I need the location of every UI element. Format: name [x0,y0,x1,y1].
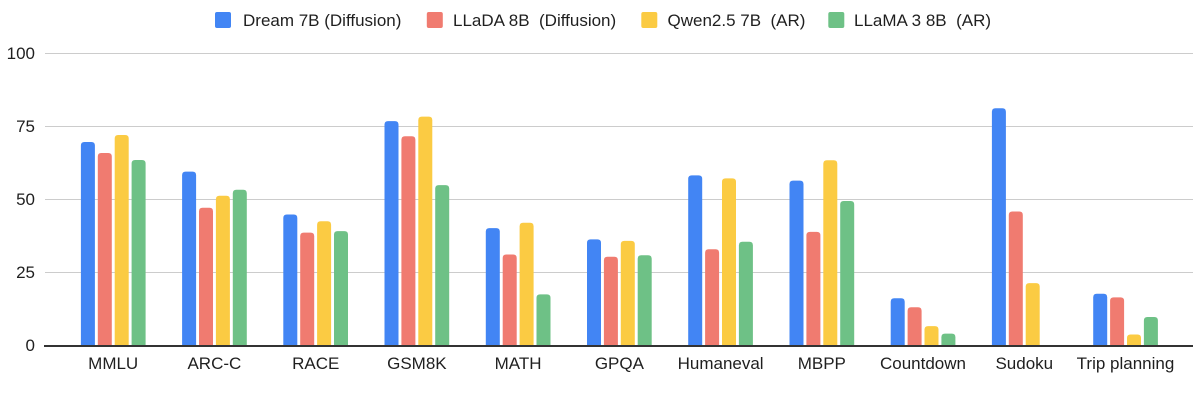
svg-text:100: 100 [7,44,35,63]
svg-text:0: 0 [26,336,35,355]
svg-text:LLaMA 3 8B (AR): LLaMA 3 8B (AR) [854,11,991,30]
svg-text:RACE: RACE [292,354,339,373]
svg-text:Qwen2.5 7B (AR): Qwen2.5 7B (AR) [668,11,806,30]
svg-text:MMLU: MMLU [88,354,138,373]
svg-text:Countdown: Countdown [880,354,966,373]
svg-text:25: 25 [16,263,35,282]
svg-text:ARC-C: ARC-C [187,354,241,373]
svg-text:Trip planning: Trip planning [1077,354,1175,373]
svg-text:GSM8K: GSM8K [387,354,447,373]
svg-text:GPQA: GPQA [595,354,645,373]
svg-text:MBPP: MBPP [798,354,846,373]
svg-text:Sudoku: Sudoku [995,354,1053,373]
svg-text:LLaDA 8B (Diffusion): LLaDA 8B (Diffusion) [453,11,616,30]
svg-text:50: 50 [16,190,35,209]
svg-text:75: 75 [16,117,35,136]
svg-text:Humaneval: Humaneval [678,354,764,373]
svg-text:Dream 7B (Diffusion): Dream 7B (Diffusion) [243,11,401,30]
svg-text:MATH: MATH [495,354,542,373]
